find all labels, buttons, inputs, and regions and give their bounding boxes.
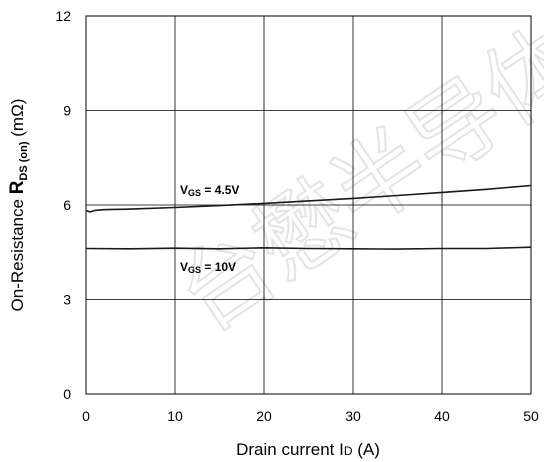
y-axis-title: On-Resistance RDS (on) (mΩ)	[7, 99, 30, 312]
x-tick-label-0: 0	[82, 408, 90, 424]
watermark: 台懋半导体	[158, 5, 544, 353]
x-axis-title-main: Drain current I	[236, 440, 344, 459]
series-label-vgs-10-value: = 10V	[201, 260, 236, 274]
series-label-vgs-10: VGS = 10V	[180, 260, 236, 275]
series-label-vgs-10-sub: GS	[188, 265, 201, 275]
series-line-0	[85, 184, 532, 213]
y-axis-title-sub: DS (on)	[18, 141, 30, 180]
series-label-vgs-4-5-main: V	[180, 183, 188, 197]
watermark-text: 台懋半导体	[159, 6, 544, 352]
series-group	[85, 184, 532, 250]
y-axis-ticks: 0 3 6 9 12	[55, 8, 71, 402]
x-tick-label-50: 50	[523, 408, 539, 424]
y-tick-label-12: 12	[55, 8, 71, 24]
x-axis-title-unit: (A)	[352, 440, 379, 459]
grid	[86, 16, 531, 394]
y-tick-label-3: 3	[63, 292, 71, 308]
series-label-vgs-4-5: VGS = 4.5V	[180, 183, 239, 198]
y-tick-label-0: 0	[63, 386, 71, 402]
y-tick-label-6: 6	[63, 197, 71, 213]
y-axis-title-bold: R	[7, 180, 28, 194]
x-tick-label-10: 10	[167, 408, 183, 424]
x-axis-ticks: 0 10 20 30 40 50	[82, 408, 539, 424]
series-label-vgs-4-5-value: = 4.5V	[201, 183, 239, 197]
series-line-1	[85, 246, 532, 250]
x-tick-label-30: 30	[345, 408, 361, 424]
series-label-vgs-4-5-sub: GS	[188, 188, 201, 198]
y-axis-title-unit: (mΩ)	[8, 99, 27, 142]
plot-area-border	[85, 15, 532, 395]
y-axis-title-main: On-Resistance	[8, 194, 27, 311]
series-label-vgs-10-main: V	[180, 260, 188, 274]
x-axis-title: Drain current ID (A)	[236, 440, 380, 459]
x-axis-title-sub: D	[344, 444, 353, 458]
x-tick-label-20: 20	[256, 408, 272, 424]
y-tick-label-9: 9	[63, 103, 71, 119]
x-tick-label-40: 40	[434, 408, 450, 424]
